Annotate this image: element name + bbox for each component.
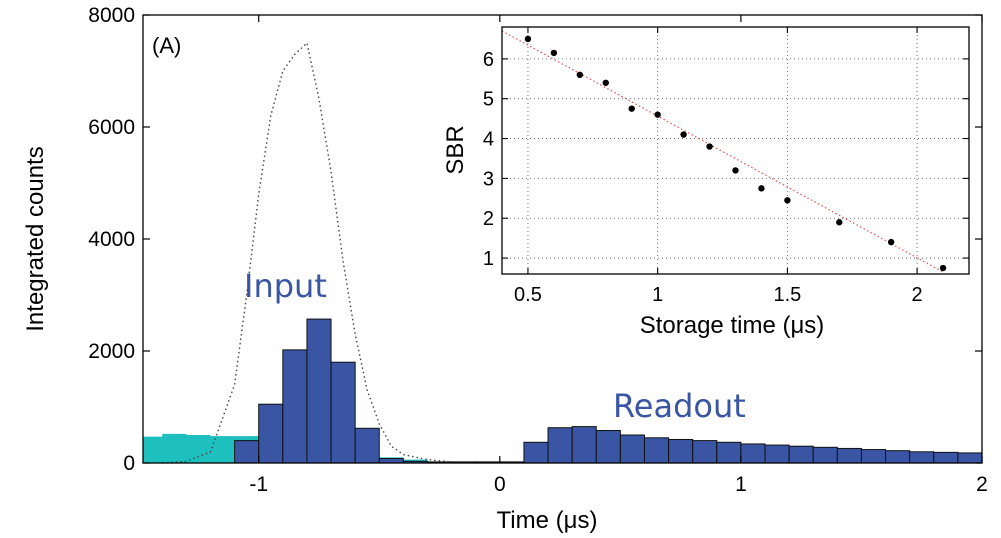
signal-bar [716, 441, 742, 464]
x-tick-label: 2 [976, 473, 988, 496]
signal-bar [282, 349, 308, 464]
inset-y-tick-label: 5 [483, 89, 494, 111]
inset-y-tick-label: 2 [483, 208, 494, 230]
data-point [732, 167, 739, 174]
data-point [706, 143, 713, 150]
inset-y-axis-label: SBR [442, 125, 469, 174]
signal-bar [378, 458, 404, 464]
signal-bar [595, 430, 621, 464]
signal-bar [571, 426, 597, 464]
y-tick-label: 8000 [88, 4, 135, 27]
data-point [602, 79, 609, 86]
signal-bar [764, 444, 790, 464]
signal-bar [258, 403, 284, 464]
inset-x-ticks: 0.5 1 1.5 2 [514, 27, 923, 306]
y-tick-label: 4000 [88, 228, 135, 251]
data-point [524, 35, 532, 43]
data-point [784, 197, 791, 204]
data-point [550, 49, 558, 57]
signal-bar [836, 447, 862, 464]
data-point [758, 185, 765, 192]
inset-y-ticks: 1 2 3 4 5 6 [483, 49, 969, 270]
inset-plot-frame [501, 26, 970, 275]
data-point [654, 111, 661, 118]
panel-label: (A) [152, 33, 181, 58]
signal-bar [547, 427, 573, 464]
signal-bar [933, 451, 959, 464]
inset-x-tick-label: 2 [912, 284, 923, 306]
input-pulse [162, 41, 452, 464]
signal-bar [692, 440, 718, 464]
data-point [628, 105, 635, 112]
main-y-axis-label: Integrated counts [22, 146, 49, 331]
signal-bar [643, 437, 670, 464]
data-point [939, 264, 947, 272]
inset-y-tick-label: 1 [483, 248, 494, 270]
inset-y-tick-label: 3 [483, 168, 494, 190]
main-x-axis-label: Time (μs) [497, 507, 598, 534]
inset-y-tick-label: 6 [483, 49, 494, 71]
data-point [836, 219, 843, 226]
signal-bar [354, 427, 380, 464]
y-tick-label: 2000 [88, 340, 135, 363]
x-tick-label: 0 [494, 473, 506, 496]
input-pulse-line [162, 41, 452, 464]
signal-bar [885, 450, 911, 464]
inset-y-tick-label: 4 [483, 129, 494, 151]
signal-bins [234, 318, 983, 464]
data-point [887, 238, 895, 246]
inset-x-tick-label: 1.5 [773, 284, 801, 306]
main-y-ticks: 0 2000 4000 6000 8000 [88, 4, 982, 475]
inset-x-tick-label: 0.5 [514, 284, 542, 306]
x-tick-label: 1 [735, 473, 747, 496]
y-tick-label: 6000 [88, 116, 135, 139]
inset-plot: 0.5 1 1.5 2 1 2 3 4 5 6 Storage time (μs) SBR [442, 26, 970, 339]
signal-bar [330, 361, 356, 464]
readout-annotation: Readout [613, 387, 746, 425]
x-tick-label: -1 [249, 473, 268, 496]
signal-bar [788, 445, 814, 464]
signal-bar [909, 451, 935, 464]
data-point [576, 71, 584, 79]
signal-bar [668, 438, 694, 464]
signal-bar [306, 318, 332, 464]
signal-bar [812, 446, 838, 464]
main-x-ticks: -1 0 1 2 [249, 15, 988, 496]
main-plot: -1 0 1 2 0 2000 4000 6000 8000 Time (μs) Integr… [22, 4, 988, 534]
inset-x-axis-label: Storage time (μs) [640, 312, 825, 339]
input-annotation: Input [244, 267, 327, 305]
inset-x-tick-label: 1 [652, 284, 663, 306]
data-point [680, 131, 687, 138]
signal-bar [234, 440, 260, 464]
signal-bar [523, 441, 549, 464]
inset-data-points [524, 35, 947, 272]
signal-bar [619, 434, 645, 464]
inset-plot-background [502, 27, 969, 274]
signal-bar [740, 443, 766, 464]
signal-bar [860, 449, 887, 464]
signal-bar [957, 452, 983, 464]
y-tick-label: 0 [123, 452, 135, 475]
